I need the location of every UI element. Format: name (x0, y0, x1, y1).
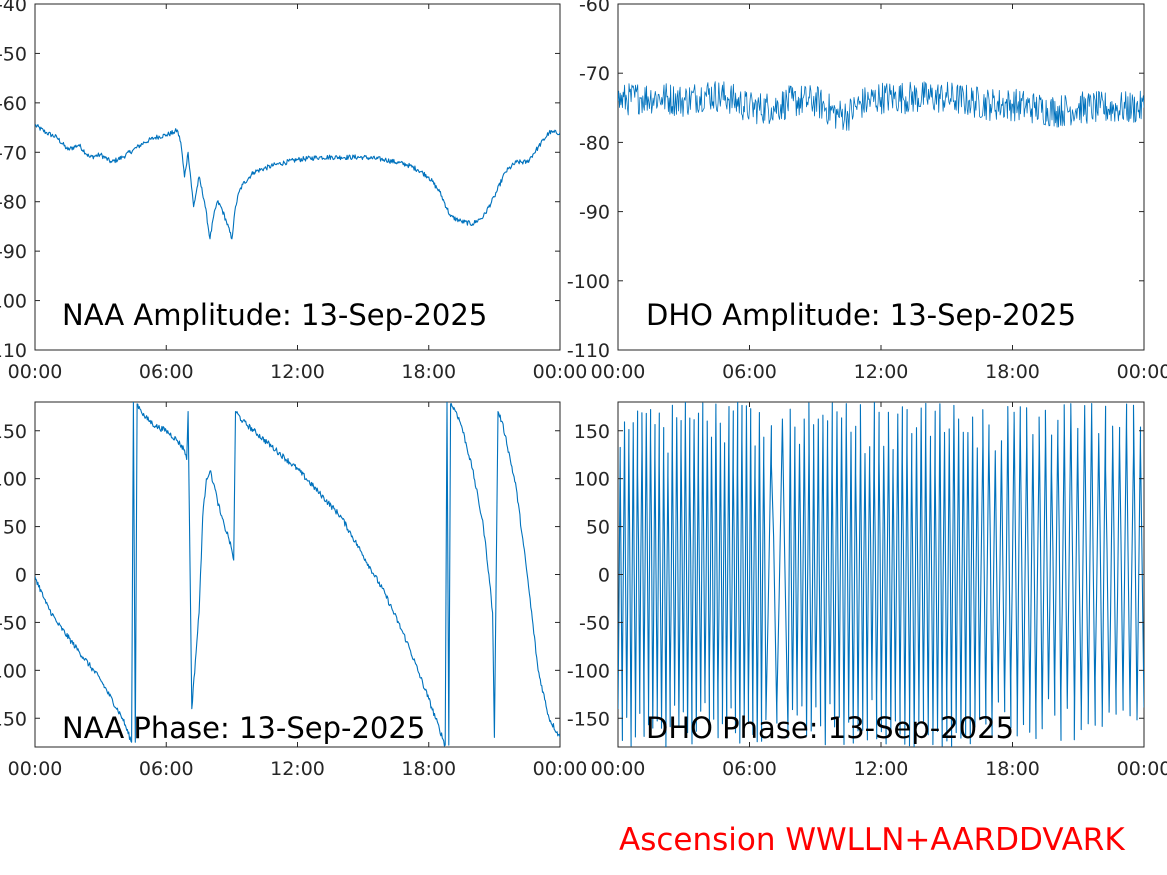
y-tick-label: -150 (567, 708, 610, 730)
y-tick-label: 50 (586, 517, 610, 539)
series-line (35, 402, 560, 747)
x-tick-label: 18:00 (401, 758, 456, 780)
x-tick-label: 18:00 (401, 361, 456, 383)
x-tick-label: 12:00 (854, 361, 909, 383)
y-tick-label: -40 (0, 0, 27, 16)
x-tick-label: 00:00 (8, 361, 63, 383)
y-tick-label: 100 (0, 469, 27, 491)
x-tick-label: 12:00 (270, 758, 325, 780)
y-tick-label: -110 (0, 340, 27, 362)
x-tick-label: 06:00 (722, 758, 777, 780)
axes-frame (34, 401, 561, 748)
y-tick-label: -50 (579, 612, 610, 634)
y-tick-label: 0 (15, 565, 27, 587)
x-tick-label: 00:00 (533, 758, 588, 780)
x-tick-label: 00:00 (8, 758, 63, 780)
y-tick-label: -100 (567, 271, 610, 293)
y-tick-label: -60 (0, 93, 27, 115)
panel-dho-phase: 00:00 06:00 12:00 18:00 00:00 -150 -100 -50 0 50 1… (567, 401, 1167, 780)
x-tick-label: 18:00 (985, 361, 1040, 383)
y-tick-label: 150 (574, 421, 610, 443)
panel-title: DHO Phase: 13-Sep-2025 (646, 711, 1014, 745)
x-tick-label: 00:00 (591, 361, 646, 383)
y-tick-label: 50 (3, 517, 27, 539)
x-tick-label: 18:00 (985, 758, 1040, 780)
y-tick-label: -110 (567, 340, 610, 362)
x-tick-label: 06:00 (139, 361, 194, 383)
y-tick-label: -100 (0, 660, 27, 682)
panel-title: DHO Amplitude: 13-Sep-2025 (646, 298, 1076, 332)
y-tick-label: -60 (579, 0, 610, 16)
y-tick-label: -100 (567, 660, 610, 682)
y-tick-label: -70 (579, 63, 610, 85)
panel-title: NAA Phase: 13-Sep-2025 (62, 711, 425, 745)
y-tick-label: -70 (0, 142, 27, 164)
panel-naa-amplitude: 00:0006:0012:0018:0000:00-110-100-90-80-… (0, 0, 587, 383)
y-tick-label: 0 (598, 565, 610, 587)
panel-naa-phase: 00:00 06:00 12:00 18:00 00:00 -150 -100 -50 0 50 1… (0, 401, 588, 780)
y-tick-label: -50 (0, 43, 27, 65)
x-tick-label: 12:00 (854, 758, 909, 780)
y-tick-label: -80 (0, 192, 27, 214)
panel-title: NAA Amplitude: 13-Sep-2025 (62, 298, 487, 332)
y-tick-label: -150 (0, 708, 27, 730)
x-tick-label: 00:00 (1117, 758, 1167, 780)
series-line (35, 124, 560, 240)
y-tick-label: -50 (0, 612, 27, 634)
panel-dho-amplitude: 00:00 06:00 12:00 18:00 00:00-110-100-90-80-… (567, 0, 1167, 383)
y-tick-label: -90 (579, 202, 610, 224)
series-line (618, 402, 1144, 747)
y-tick-label: -100 (0, 291, 27, 313)
x-tick-label: 06:00 (139, 758, 194, 780)
y-tick-label: -80 (579, 132, 610, 154)
y-tick-label: 100 (574, 469, 610, 491)
x-tick-label: 00:00 (533, 361, 588, 383)
x-tick-label: 00:00 (1117, 361, 1167, 383)
y-tick-label: -90 (0, 241, 27, 263)
x-tick-label: 12:00 (270, 361, 325, 383)
x-tick-label: 00:00 (591, 758, 646, 780)
station-credit: Ascension WWLLN+AARDDVARK (619, 822, 1125, 858)
y-tick-label: 150 (0, 421, 27, 443)
series-line (618, 81, 1144, 131)
x-tick-label: 06:00 (722, 361, 777, 383)
